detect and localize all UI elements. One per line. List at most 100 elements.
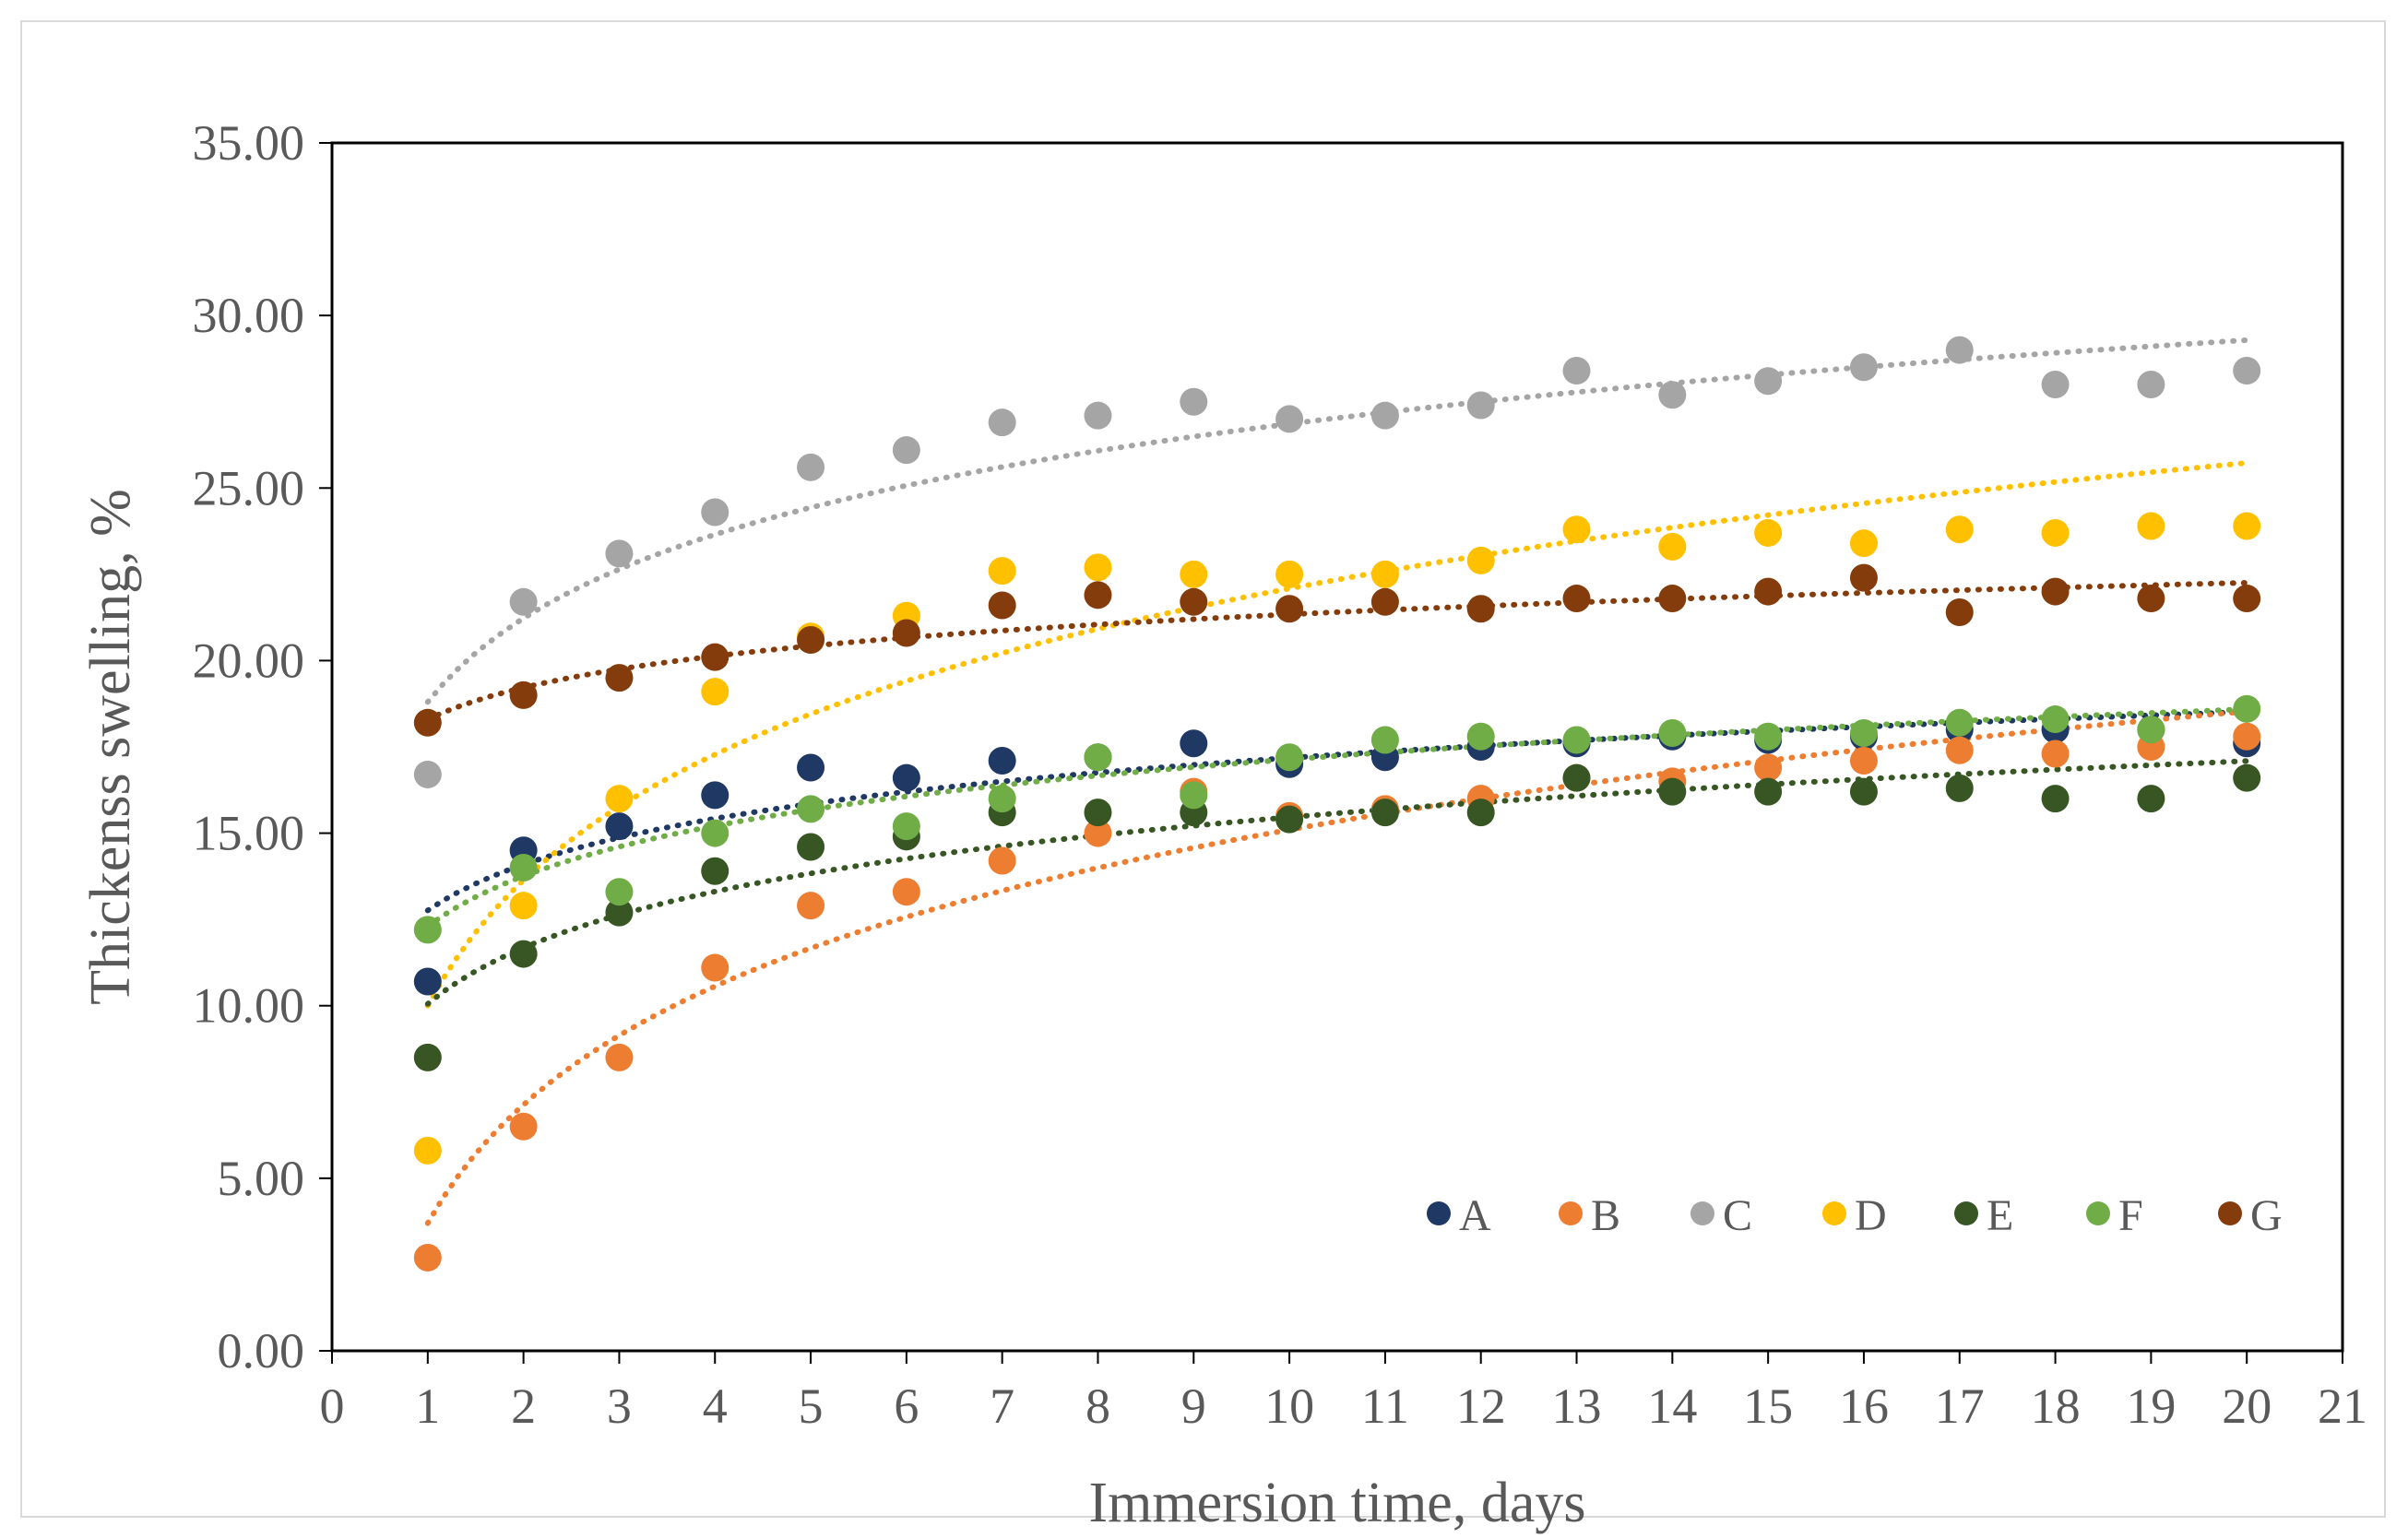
x-tick-label: 3 (607, 1378, 632, 1434)
x-tick-label: 18 (2031, 1378, 2081, 1434)
data-point-G (1945, 598, 1974, 627)
data-point-C (1754, 367, 1783, 396)
data-point-B (1849, 746, 1878, 775)
data-point-G (797, 625, 825, 654)
x-tick-label: 15 (1743, 1378, 1793, 1434)
y-tick-label: 0.00 (218, 1323, 305, 1378)
legend-label-F: F (2118, 1191, 2143, 1240)
data-point-C (1084, 401, 1112, 430)
trendline-C (424, 337, 2250, 705)
x-tick-label: 9 (1181, 1378, 1206, 1434)
data-point-B (1084, 819, 1112, 847)
data-point-G (988, 591, 1016, 620)
data-point-D (1466, 546, 1495, 574)
data-point-G (1466, 595, 1495, 623)
data-point-E (1466, 799, 1495, 827)
data-point-B (892, 878, 920, 906)
data-point-F (605, 878, 634, 906)
legend-marker-A (1427, 1201, 1451, 1225)
trendline-B (424, 708, 2250, 1226)
x-axis-title: Immersion time, days (1089, 1472, 1586, 1534)
y-tick-label: 15.00 (193, 806, 305, 861)
x-tick-label: 12 (1456, 1378, 1506, 1434)
y-axis-title: Thickenss swelling, % (79, 489, 142, 1005)
data-point-B (413, 1243, 442, 1272)
data-point-E (701, 857, 730, 885)
data-point-E (1562, 763, 1591, 792)
x-tick-label: 13 (1552, 1378, 1602, 1434)
data-point-F (413, 916, 442, 944)
data-point-A (797, 753, 825, 782)
data-point-E (1754, 777, 1783, 806)
data-point-F (701, 819, 730, 847)
data-point-G (1562, 585, 1591, 613)
data-point-C (1945, 336, 1974, 364)
data-point-C (892, 436, 920, 465)
data-point-D (1658, 532, 1687, 561)
legend-marker-C (1690, 1201, 1714, 1225)
data-point-F (1658, 719, 1687, 748)
data-point-B (797, 892, 825, 920)
x-tick-label: 20 (2222, 1378, 2272, 1434)
data-point-G (1370, 587, 1399, 616)
data-point-E (1275, 805, 1304, 834)
y-tick-label: 30.00 (193, 288, 305, 343)
data-point-G (1754, 577, 1783, 606)
data-point-C (1275, 405, 1304, 433)
y-tick-label: 20.00 (193, 633, 305, 688)
data-point-B (701, 953, 730, 982)
data-point-B (1754, 753, 1783, 782)
data-point-D (1370, 560, 1399, 588)
x-tick-label: 5 (799, 1378, 824, 1434)
data-point-D (2041, 518, 2070, 547)
data-point-A (413, 967, 442, 996)
data-point-D (988, 557, 1016, 586)
data-point-C (1370, 401, 1399, 430)
data-point-G (605, 664, 634, 692)
data-point-F (892, 812, 920, 841)
data-point-A (892, 763, 920, 792)
data-point-F (1754, 722, 1783, 751)
x-tick-label: 11 (1361, 1378, 1409, 1434)
data-point-C (509, 587, 538, 616)
y-tick-label: 25.00 (193, 460, 305, 515)
data-point-layer (413, 336, 2261, 1272)
legend-label-C: C (1723, 1191, 1752, 1240)
trendline-G (424, 580, 2250, 723)
data-point-C (797, 453, 825, 481)
trendline-D (424, 460, 2250, 1009)
x-tick-label: 19 (2126, 1378, 2176, 1434)
data-point-F (1466, 722, 1495, 751)
data-point-E (2041, 785, 2070, 813)
data-point-G (892, 619, 920, 647)
trendline-E (424, 758, 2250, 1007)
data-point-F (1084, 743, 1112, 772)
data-point-F (1275, 743, 1304, 772)
data-point-D (1180, 560, 1208, 588)
data-point-E (1370, 799, 1399, 827)
data-point-E (797, 833, 825, 861)
data-point-F (1849, 719, 1878, 748)
legend-label-D: D (1855, 1191, 1887, 1240)
data-point-C (413, 760, 442, 788)
data-point-B (509, 1112, 538, 1141)
legend-label-A: A (1459, 1191, 1491, 1240)
x-tick-label: 14 (1647, 1378, 1697, 1434)
data-point-D (1849, 529, 1878, 558)
data-point-E (509, 940, 538, 968)
data-point-A (1180, 729, 1208, 758)
data-point-F (2041, 705, 2070, 734)
data-point-C (1466, 391, 1495, 420)
x-tick-label: 4 (703, 1378, 728, 1434)
x-tick-label: 0 (320, 1378, 345, 1434)
data-point-B (2233, 722, 2261, 751)
legend-marker-E (1954, 1201, 1978, 1225)
data-point-D (509, 892, 538, 920)
data-point-C (988, 408, 1016, 437)
legend-marker-D (1822, 1201, 1846, 1225)
plot-area-border (330, 141, 2344, 1353)
x-tick-label: 1 (415, 1378, 440, 1434)
data-point-E (1849, 777, 1878, 806)
data-point-G (1658, 585, 1687, 613)
